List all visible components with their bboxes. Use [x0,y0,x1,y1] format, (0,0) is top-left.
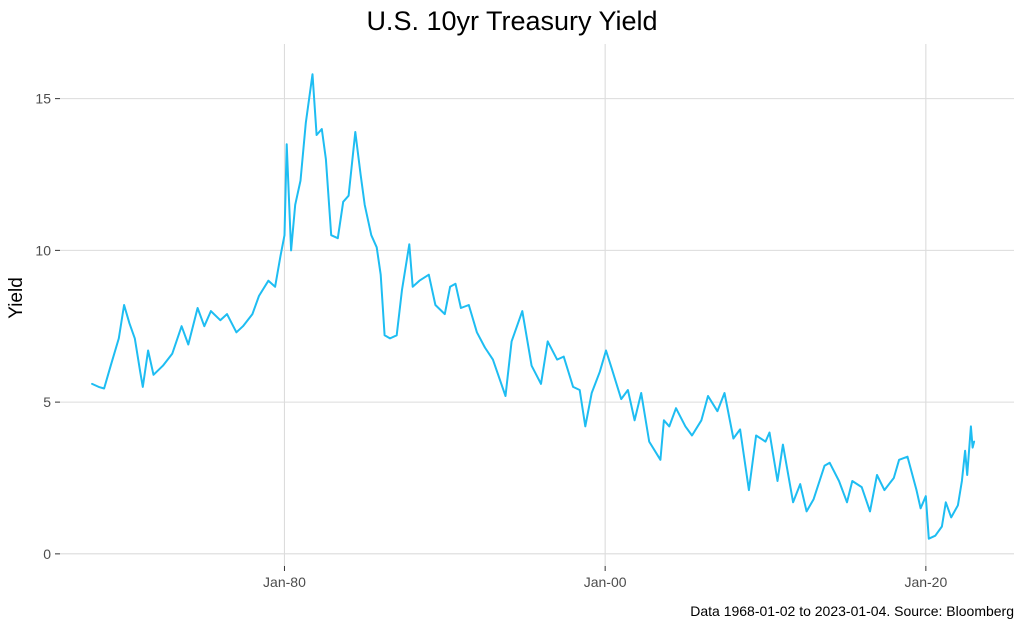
axis-ticks: 0 5 10 15 Jan-80 Jan-00 Jan-20 [35,91,947,590]
x-tick-label-1: Jan-00 [584,574,627,590]
x-tick-label-0: Jan-80 [263,574,306,590]
chart-caption: Data 1968-01-02 to 2023-01-04. Source: B… [690,603,1014,619]
series-layer [91,73,976,540]
x-tick-label-2: Jan-20 [904,574,947,590]
chart-title: U.S. 10yr Treasury Yield [366,6,658,36]
y-tick-label-0: 0 [43,546,51,562]
y-tick-label-1: 5 [43,394,51,410]
y-tick-label-2: 10 [35,242,51,258]
y-tick-label-3: 15 [35,91,51,107]
y-axis-title: Yield [6,277,27,319]
grid-lines [60,44,1014,566]
series-line-0 [91,73,976,540]
